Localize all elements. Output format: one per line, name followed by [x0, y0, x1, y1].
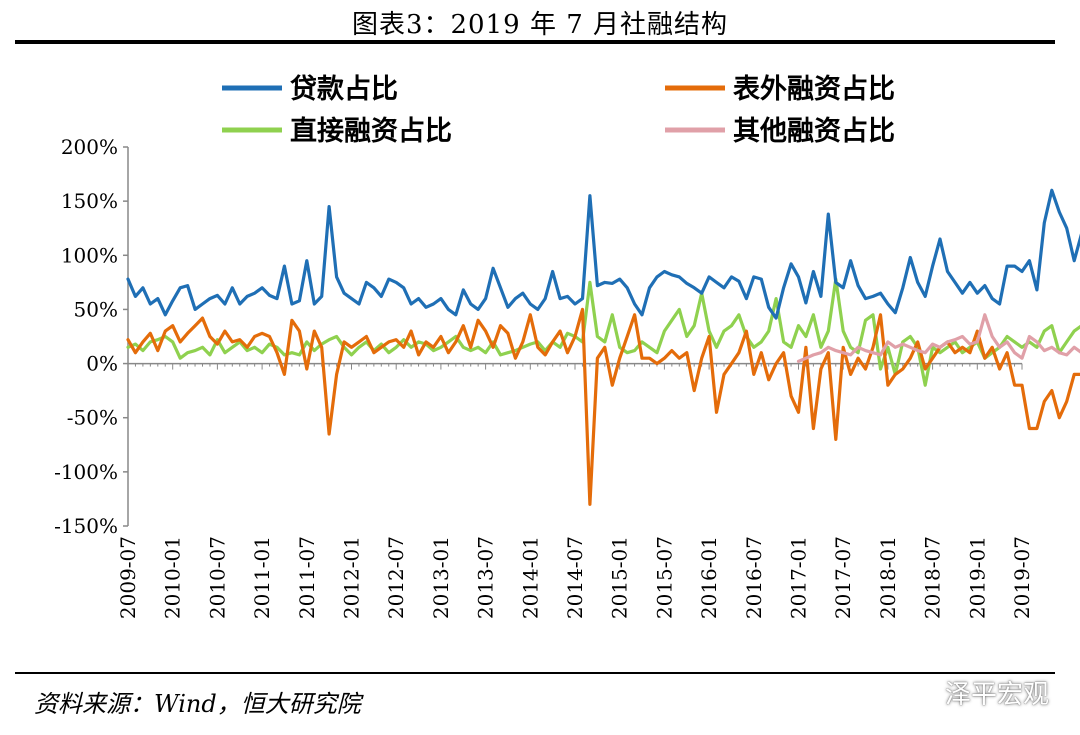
axes: 200% 150% 100% 50% 0% -50% -100% -150%2009-07 20…	[54, 135, 1034, 619]
chart-title: 图表3：2019 年 7 月社融结构	[351, 10, 729, 40]
x-tick-label: 2019-07	[1010, 536, 1034, 619]
y-tick-label: 100%	[61, 243, 118, 267]
x-tick-label: 2012-01	[340, 536, 364, 619]
y-tick-label: -100%	[54, 460, 118, 484]
x-tick-label: 2017-01	[787, 536, 811, 619]
legend-label-offbalance: 表外融资占比	[733, 74, 895, 105]
x-tick-label: 2010-07	[205, 536, 229, 619]
y-tick-label: 150%	[61, 189, 118, 213]
x-tick-label: 2014-07	[563, 536, 587, 619]
x-tick-label: 2011-01	[250, 536, 274, 619]
y-tick-label: 50%	[74, 297, 118, 321]
source-note: 资料来源：Wind，恒大研究院	[34, 690, 361, 718]
watermark-text: 泽平宏观	[945, 680, 1050, 710]
x-tick-label: 2014-01	[518, 536, 542, 619]
bottom-rule	[15, 672, 1055, 674]
x-tick-label: 2009-07	[116, 536, 140, 619]
x-tick-label: 2010-01	[161, 536, 185, 619]
series-line-offbalance	[126, 307, 1080, 506]
top-rule	[15, 40, 1055, 44]
x-tick-label: 2019-01	[965, 536, 989, 619]
watermark: 泽平宏观	[905, 674, 1049, 711]
x-tick-label: 2016-01	[697, 536, 721, 619]
x-tick-label: 2012-07	[384, 536, 408, 619]
y-tick-label: 200%	[61, 135, 118, 159]
series-group	[126, 188, 1080, 506]
y-tick-label: -50%	[67, 406, 118, 430]
y-tick-label: 0%	[86, 352, 118, 376]
x-tick-label: 2013-01	[429, 536, 453, 619]
legend-label-loan: 贷款占比	[290, 74, 398, 105]
x-tick-label: 2018-01	[876, 536, 900, 619]
wechat-icon	[905, 680, 938, 704]
series-line-other	[796, 313, 1080, 363]
x-tick-label: 2017-07	[831, 536, 855, 619]
x-tick-label: 2016-07	[742, 536, 766, 619]
x-tick-label: 2015-01	[608, 536, 632, 619]
x-tick-label: 2018-07	[921, 536, 945, 619]
legend-label-other: 其他融资占比	[733, 116, 895, 147]
y-tick-label: -150%	[54, 514, 118, 538]
x-tick-label: 2013-07	[474, 536, 498, 619]
x-tick-label: 2015-07	[652, 536, 676, 619]
series-line-loan	[126, 188, 1080, 320]
legend-label-direct: 直接融资占比	[290, 116, 452, 147]
x-tick-label: 2011-07	[295, 536, 319, 619]
